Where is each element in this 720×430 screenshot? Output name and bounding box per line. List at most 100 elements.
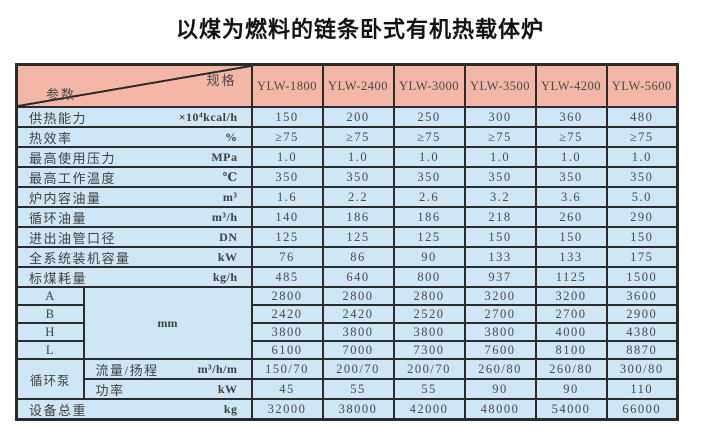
value-cell: 54000 <box>534 398 608 421</box>
value-cell: 125 <box>250 226 324 248</box>
value-cell: 2700 <box>534 304 608 324</box>
param-unit: MPa <box>211 149 238 164</box>
corner-spec-label: 规格 <box>206 73 237 88</box>
value-cell: 3800 <box>463 322 537 342</box>
value-cell: 350 <box>463 166 537 188</box>
diagonal-divider: 规格 参数 <box>18 66 250 106</box>
param-cell: 设备总重 kg <box>15 398 253 421</box>
value-cell: 125 <box>321 226 395 248</box>
value-cell: 1.6 <box>250 186 324 208</box>
value-cell: 2420 <box>321 304 395 324</box>
table-row-pump: 循环泵 流量/扬程 m³/h/m 150/70 200/70 200/70 260… <box>15 358 679 400</box>
value-cell: 1.0 <box>463 146 537 168</box>
param-name: 热效率 <box>29 130 73 146</box>
value-cell: 86 <box>321 246 395 268</box>
table-row: 标煤耗量 kg/h 485 640 800 937 1125 1500 <box>15 266 679 288</box>
value-cell: 48000 <box>463 398 537 421</box>
value-cell: 2900 <box>605 304 679 324</box>
value-cell: 186 <box>392 206 466 228</box>
value-cell: 250 <box>392 106 466 128</box>
param-name: 循环油量 <box>29 210 88 226</box>
model-header: YLW-2400 <box>321 63 395 108</box>
value-cell: ≥75 <box>534 126 608 148</box>
value-cell: 7000 <box>321 340 395 360</box>
param-cell: 标煤耗量 kg/h <box>15 266 253 288</box>
value-cell: 200/70 <box>392 358 466 380</box>
value-cell: 45 <box>250 378 324 400</box>
param-cell: 循环油量 m³/h <box>15 206 253 228</box>
value-cell: 300 <box>463 106 537 128</box>
value-cell: 8870 <box>605 340 679 360</box>
value-cell: 350 <box>605 166 679 188</box>
value-cell: 3.6 <box>534 186 608 208</box>
value-cell: 3800 <box>392 322 466 342</box>
value-cell: 1125 <box>534 266 608 288</box>
value-cell: 2800 <box>250 286 324 306</box>
param-unit: kg <box>223 401 238 416</box>
value-cell: 76 <box>250 246 324 268</box>
model-header: YLW-3500 <box>463 63 537 108</box>
value-cell: 55 <box>392 378 466 400</box>
param-name: 标煤耗量 <box>29 270 88 286</box>
value-cell: 1.0 <box>392 146 466 168</box>
value-cell: 125 <box>392 226 466 248</box>
param-name: 全系统装机容量 <box>29 250 131 266</box>
value-cell: 1.0 <box>534 146 608 168</box>
value-cell: 140 <box>250 206 324 228</box>
value-cell: 7300 <box>392 340 466 360</box>
param-name: 炉内容油量 <box>29 190 102 206</box>
value-cell: 42000 <box>392 398 466 421</box>
value-cell: 800 <box>392 266 466 288</box>
table-row: 热效率% ≥75 ≥75 ≥75 ≥75 ≥75 ≥75 <box>15 126 679 148</box>
value-cell: 350 <box>392 166 466 188</box>
param-cell: 供热能力 ×10⁴kcal/h <box>15 106 253 128</box>
value-cell: 150 <box>534 226 608 248</box>
param-name: 最高使用压力 <box>29 150 117 166</box>
value-cell: 66000 <box>605 398 679 421</box>
value-cell: 5.0 <box>605 186 679 208</box>
value-cell: 1.0 <box>605 146 679 168</box>
value-cell: 360 <box>534 106 608 128</box>
value-cell: 260 <box>534 206 608 228</box>
param-unit: DN <box>219 229 238 244</box>
value-cell: 480 <box>605 106 679 128</box>
value-cell: 1.0 <box>250 146 324 168</box>
value-cell: 150 <box>605 226 679 248</box>
page-title: 以煤为燃料的链条卧式有机热载体炉 <box>175 18 544 43</box>
value-cell: 7600 <box>463 340 537 360</box>
param-unit: m³/h <box>211 209 238 224</box>
table-row: 最高工作温度 ℃ 350 350 350 350 350 350 <box>15 166 679 188</box>
value-cell: 186 <box>321 206 395 228</box>
value-cell: 133 <box>534 246 608 268</box>
value-cell: ≥75 <box>392 126 466 148</box>
table-row: 供热能力 ×10⁴kcal/h 150 200 250 300 360 480 <box>15 106 679 128</box>
dim-letter: B <box>15 304 85 324</box>
pump-label-cell: 循环泵 <box>15 358 85 400</box>
param-unit: m³ <box>222 189 238 204</box>
model-header: YLW-3000 <box>392 63 466 108</box>
param-name: 进出油管口径 <box>29 230 117 246</box>
param-name: 最高工作温度 <box>29 170 117 186</box>
table-row: 炉内容油量 m³ 1.6 2.2 2.6 3.2 3.6 5.0 <box>15 186 679 208</box>
param-unit: % <box>225 129 238 144</box>
value-cell: 260/80 <box>534 358 608 380</box>
value-cell: 3200 <box>463 286 537 306</box>
value-cell: 32000 <box>250 398 324 421</box>
value-cell: 1.0 <box>321 146 395 168</box>
corner-param-label: 参数 <box>46 87 77 102</box>
value-cell: 175 <box>605 246 679 268</box>
param-name: 设备总重 <box>29 402 88 418</box>
param-cell: 全系统装机容量 kW <box>15 246 253 268</box>
table-row-dim: A mm 2800 2800 2800 3200 3200 3600 <box>15 286 679 360</box>
value-cell: 2800 <box>321 286 395 306</box>
param-unit: m³/h/m <box>197 361 238 376</box>
param-cell: 热效率% <box>15 126 253 148</box>
table-row-dim: B 2420 2420 2520 2700 2700 2900 <box>15 304 679 324</box>
table-row: 设备总重 kg 32000 38000 42000 48000 54000 660… <box>15 398 679 421</box>
value-cell: 55 <box>321 378 395 400</box>
value-cell: 350 <box>250 166 324 188</box>
param-name: 流量/扬程 <box>95 362 159 378</box>
dims-unit-cell: mm <box>82 286 253 360</box>
value-cell: 350 <box>534 166 608 188</box>
